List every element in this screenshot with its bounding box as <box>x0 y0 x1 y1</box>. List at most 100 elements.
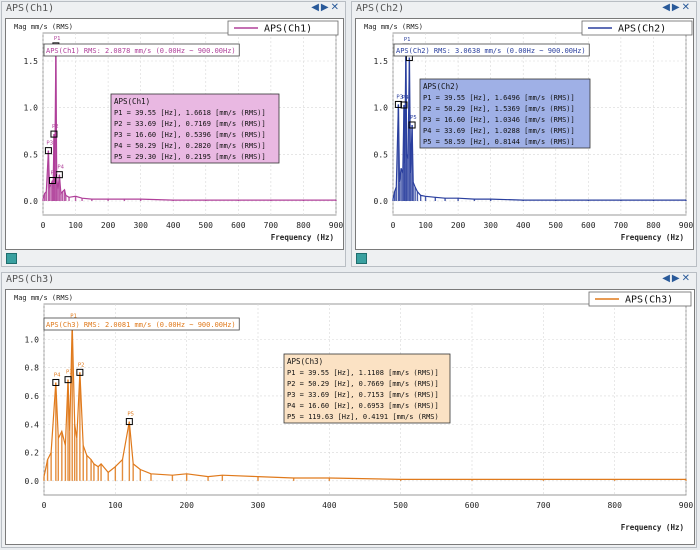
peak-marker <box>52 378 60 386</box>
x-tick-label: 600 <box>465 501 480 510</box>
peak-summary-line: P2 = 50.29 [Hz], 0.7669 [mm/s (RMS)] <box>287 380 439 388</box>
peak-summary-line: P1 = 39.55 [Hz], 1.6496 [mm/s (RMS)] <box>423 94 575 102</box>
chart-ch3: 0.0 0.2 0.4 0.6 0.8 1.0 0 100 200 300 400 500 600 700… <box>14 291 694 532</box>
y-tick-label: 0.6 <box>25 392 40 401</box>
y-tick-label: 1.5 <box>24 57 39 66</box>
peak-summary-line: P1 = 39.55 [Hz], 1.1108 [mm/s (RMS)] <box>287 369 439 377</box>
peak-label: P3 <box>46 141 53 147</box>
x-tick-label: 500 <box>393 501 408 510</box>
x-tick-label: 700 <box>264 221 279 230</box>
y-tick-label: 0.4 <box>25 420 40 429</box>
peak-label: P5 <box>410 115 417 121</box>
peak-label: P1 <box>404 37 411 43</box>
peak-label: P3 <box>396 94 403 100</box>
peak-label: P2 <box>78 362 85 368</box>
y-tick-label: 1.5 <box>374 57 389 66</box>
legend-box <box>227 20 339 36</box>
x-tick-label: 800 <box>296 221 311 230</box>
close-icon[interactable]: ✕ <box>330 2 341 13</box>
x-tick-label: 300 <box>483 221 498 230</box>
peak-summary-title: APS(Ch2) <box>423 82 459 91</box>
x-tick-label: 900 <box>679 501 694 510</box>
x-tick-label: 0 <box>391 221 396 230</box>
x-tick-label: 200 <box>179 501 194 510</box>
x-axis-label: Frequency (Hz) <box>621 233 684 242</box>
peak-label: P2 <box>52 124 59 130</box>
peak-summary-line: P4 = 16.60 [Hz], 0.6953 [mm/s (RMS)] <box>287 402 439 410</box>
panel-ch3: APS(Ch3) ◀▶✕ 0.0 0.2 0.4 0.6 0.8 1.0 0 100 200 30… <box>1 272 697 548</box>
y-tick-label: 0.8 <box>25 364 40 373</box>
panel-controls: ◀▶✕ <box>662 2 692 13</box>
x-tick-label: 300 <box>251 501 266 510</box>
x-tick-label: 900 <box>329 221 343 230</box>
x-tick-label: 100 <box>68 221 83 230</box>
x-tick-label: 900 <box>679 221 693 230</box>
peak-summary-line: P4 = 50.29 [Hz], 0.2820 [mm/s (RMS)] <box>114 142 266 150</box>
peak-label: P5 <box>127 412 134 418</box>
peak-marker <box>125 418 133 426</box>
y-tick-label: 0.0 <box>25 477 40 486</box>
next-icon[interactable]: ▶ <box>671 2 682 13</box>
prev-icon[interactable]: ◀ <box>311 2 321 13</box>
prev-icon[interactable]: ◀ <box>662 2 672 13</box>
peak-marker <box>49 177 57 185</box>
peak-marker <box>44 147 52 155</box>
panel-tab-ch1[interactable]: APS(Ch1) <box>6 3 55 14</box>
peak-marker <box>55 171 63 179</box>
close-icon[interactable]: ✕ <box>681 2 692 13</box>
legend-box <box>581 20 693 36</box>
panel-controls: ◀▶✕ <box>311 2 341 13</box>
x-tick-label: 400 <box>516 221 531 230</box>
peak-summary-line: P5 = 58.59 [Hz], 0.8144 [mm/s (RMS)] <box>423 138 575 146</box>
panel-tab-ch3[interactable]: APS(Ch3) <box>6 274 55 285</box>
peak-summary-line: P2 = 50.29 [Hz], 1.5369 [mm/s (RMS)] <box>423 105 575 113</box>
legend-box <box>588 291 692 307</box>
y-tick-label: 0.0 <box>24 197 39 206</box>
x-tick-label: 100 <box>108 501 123 510</box>
x-tick-label: 100 <box>418 221 433 230</box>
export-icon[interactable] <box>356 253 367 264</box>
panel-tab-ch2[interactable]: APS(Ch2) <box>356 3 405 14</box>
chart-ch2: 0.0 0.5 1.0 1.5 0 100 200 300 400 500 600 700 800 900… <box>364 20 693 242</box>
peak-summary-title: APS(Ch3) <box>287 357 323 366</box>
rms-box <box>43 317 240 331</box>
peak-summary-line: P4 = 33.69 [Hz], 1.0288 [mm/s (RMS)] <box>423 127 575 135</box>
plot-area-ch2: 0.0 0.5 1.0 1.5 0 100 200 300 400 500 600 700 800 900… <box>355 18 694 250</box>
y-tick-label: 0.0 <box>374 197 389 206</box>
x-tick-label: 700 <box>536 501 551 510</box>
peak-label: P4 <box>54 372 61 378</box>
series-line <box>43 323 686 480</box>
panel-ch1: APS(Ch1) ◀▶✕ 0.0 0.5 1.0 1.5 0 100 200 300 400 50… <box>1 1 346 267</box>
peak-label: P3 <box>66 370 73 376</box>
export-icon[interactable] <box>6 253 17 264</box>
x-tick-label: 600 <box>581 221 596 230</box>
legend-label: APS(Ch3) <box>625 295 673 306</box>
prev-icon[interactable]: ◀ <box>662 273 672 284</box>
close-icon[interactable]: ✕ <box>681 273 692 284</box>
y-axis-label: Mag mm/s (RMS) <box>14 294 73 302</box>
peak-marker <box>76 368 84 376</box>
y-tick-label: 1.0 <box>25 335 40 344</box>
peak-summary-line: P1 = 39.55 [Hz], 1.6618 [mm/s (RMS)] <box>114 109 266 117</box>
panel-ch2: APS(Ch2) ◀▶✕ 0.0 0.5 1.0 1.5 0 100 200 300 400 50… <box>351 1 697 267</box>
plot-area-ch1: 0.0 0.5 1.0 1.5 0 100 200 300 400 500 600 700 800 900… <box>5 18 344 250</box>
y-tick-label: 0.5 <box>374 150 389 159</box>
x-axis-label: Frequency (Hz) <box>271 233 334 242</box>
peak-label: P1 <box>54 36 61 42</box>
peak-label: P5 <box>51 171 58 177</box>
y-axis-label: Mag mm/s (RMS) <box>14 23 73 31</box>
peak-label: P4 <box>402 95 409 101</box>
y-tick-label: 0.5 <box>24 150 39 159</box>
x-tick-label: 400 <box>322 501 337 510</box>
next-icon[interactable]: ▶ <box>671 273 682 284</box>
peak-label: P1 <box>70 314 77 320</box>
x-tick-label: 500 <box>549 221 564 230</box>
rms-text: APS(Ch3) RMS: 2.0081 mm/s (0.00Hz ~ 900.… <box>46 321 236 329</box>
peak-summary-line: P3 = 33.69 [Hz], 0.7153 [mm/s (RMS)] <box>287 391 439 399</box>
peak-summary-line: P2 = 33.69 [Hz], 0.7169 [mm/s (RMS)] <box>114 120 266 128</box>
x-tick-label: 200 <box>451 221 466 230</box>
x-tick-label: 800 <box>607 501 622 510</box>
next-icon[interactable]: ▶ <box>320 2 331 13</box>
peak-summary-line: P5 = 119.63 [Hz], 0.4191 [mm/s (RMS) <box>287 413 439 421</box>
x-tick-label: 800 <box>646 221 661 230</box>
